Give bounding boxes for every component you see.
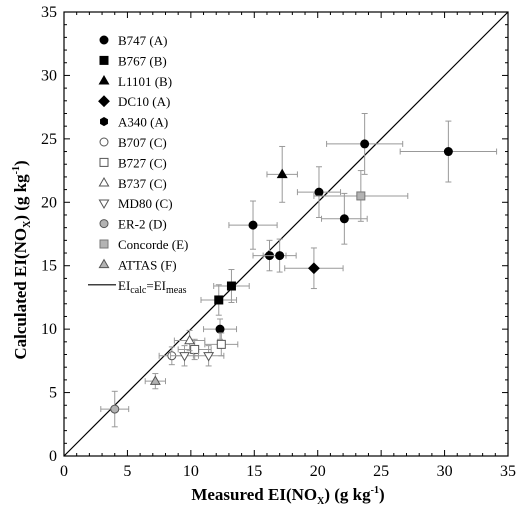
legend-label: A340 (A) xyxy=(118,115,168,130)
data-marker xyxy=(443,147,453,157)
y-tick-label: 25 xyxy=(41,131,57,148)
y-tick-label: 5 xyxy=(49,385,57,402)
x-tick-label: 10 xyxy=(183,463,199,480)
x-axis-title: Measured EI(NOX) (g kg-1) xyxy=(191,485,384,507)
data-point xyxy=(228,200,278,250)
legend-label: Concorde (E) xyxy=(118,237,188,252)
legend-entry-reference: EIcalc=EImeas xyxy=(88,278,187,296)
plot-area xyxy=(63,11,509,457)
data-marker xyxy=(184,334,196,345)
data-marker xyxy=(110,404,120,414)
legend-label: B727 (C) xyxy=(118,155,167,170)
legend-entry: A340 (A) xyxy=(100,115,168,130)
legend-entry: B747 (A) xyxy=(99,33,167,48)
data-marker xyxy=(275,251,285,261)
data-point xyxy=(170,345,199,367)
x-tick-label: 20 xyxy=(310,463,326,480)
y-tick-label: 20 xyxy=(41,194,57,211)
legend-entry: B707 (C) xyxy=(99,135,167,150)
axes: 00 5 5 10 10 15 15 20 20 25 25 30 30 35 35 xyxy=(41,4,516,480)
legend-marker xyxy=(100,117,108,127)
legend-label: ATTAS (F) xyxy=(118,257,177,272)
data-marker xyxy=(226,281,236,291)
data-marker xyxy=(190,344,200,354)
x-tick-label: 35 xyxy=(500,463,516,480)
legend-label: DC10 (A) xyxy=(118,94,170,109)
legend-entry: B737 (C) xyxy=(98,176,167,191)
x-tick-label: 0 xyxy=(60,463,68,480)
data-point xyxy=(203,318,238,340)
legend-label: EIcalc=EImeas xyxy=(118,278,187,296)
data-marker xyxy=(339,214,349,224)
legend-entry: DC10 (A) xyxy=(98,94,170,109)
y-axis-title: Calculated EI(NOX) (g kg-1) xyxy=(11,160,33,359)
data-point xyxy=(321,192,368,245)
legend-entry: ER-2 (D) xyxy=(99,217,167,232)
y-tick-label: 10 xyxy=(41,321,57,338)
x-tick-label: 5 xyxy=(123,463,131,480)
legend-entry: B767 (B) xyxy=(99,53,167,68)
legend-label: MD80 (C) xyxy=(118,196,173,211)
legend-marker xyxy=(99,239,109,249)
y-tick-label: 0 xyxy=(49,448,57,465)
legend-entry: B727 (C) xyxy=(99,155,167,170)
data-marker xyxy=(215,324,225,334)
data-marker xyxy=(360,139,370,149)
data-marker xyxy=(356,191,366,201)
legend-label: L1101 (B) xyxy=(118,74,172,89)
data-point xyxy=(100,390,130,428)
data-marker xyxy=(179,352,190,362)
data-point xyxy=(284,247,344,290)
plot-frame xyxy=(63,11,509,457)
legend-marker xyxy=(98,74,110,85)
data-point xyxy=(173,329,206,352)
data-marker xyxy=(203,352,215,362)
legend-entry: L1101 (B) xyxy=(98,74,172,89)
legend-entry: Concorde (E) xyxy=(99,237,188,252)
legend-label: ER-2 (D) xyxy=(118,217,167,232)
data-marker xyxy=(308,262,320,275)
legend-marker xyxy=(99,35,109,45)
data-point xyxy=(296,166,342,219)
y-tick-label: 30 xyxy=(41,67,57,84)
legend: B747 (A) B767 (B) L1101 (B) DC10 (A) A340 (A… xyxy=(88,33,188,296)
legend-label: B747 (A) xyxy=(118,33,167,48)
data-marker xyxy=(248,220,258,230)
data-marker xyxy=(214,295,224,305)
data-point xyxy=(144,373,166,390)
legend-marker xyxy=(98,258,110,269)
data-point xyxy=(200,284,238,316)
legend-label: B767 (B) xyxy=(118,53,167,68)
data-point xyxy=(204,332,239,357)
data-point xyxy=(313,170,409,222)
data-marker xyxy=(276,168,288,179)
x-tick-label: 25 xyxy=(373,463,389,480)
data-point xyxy=(266,145,298,203)
legend-marker xyxy=(99,55,109,65)
legend-marker xyxy=(99,157,109,167)
data-point xyxy=(192,345,225,367)
data-point xyxy=(262,238,297,273)
legend-marker xyxy=(98,176,110,187)
x-tick-label: 30 xyxy=(437,463,453,480)
data-marker xyxy=(149,375,161,385)
legend-marker xyxy=(99,137,109,147)
reference-line xyxy=(63,11,509,457)
data-point xyxy=(213,269,250,304)
data-marker xyxy=(216,339,226,349)
y-tick-label: 15 xyxy=(41,258,57,275)
legend-marker xyxy=(98,199,110,210)
data-point xyxy=(326,112,404,175)
legend-marker xyxy=(99,219,109,229)
x-tick-label: 15 xyxy=(246,463,262,480)
legend-entry: MD80 (C) xyxy=(98,196,173,211)
legend-entry: ATTAS (F) xyxy=(98,257,177,272)
legend-label: B707 (C) xyxy=(118,135,167,150)
legend-label: B737 (C) xyxy=(118,176,167,191)
legend-marker xyxy=(98,95,110,108)
data-point xyxy=(399,120,498,183)
y-tick-label: 35 xyxy=(41,4,57,21)
data-marker xyxy=(314,187,324,197)
